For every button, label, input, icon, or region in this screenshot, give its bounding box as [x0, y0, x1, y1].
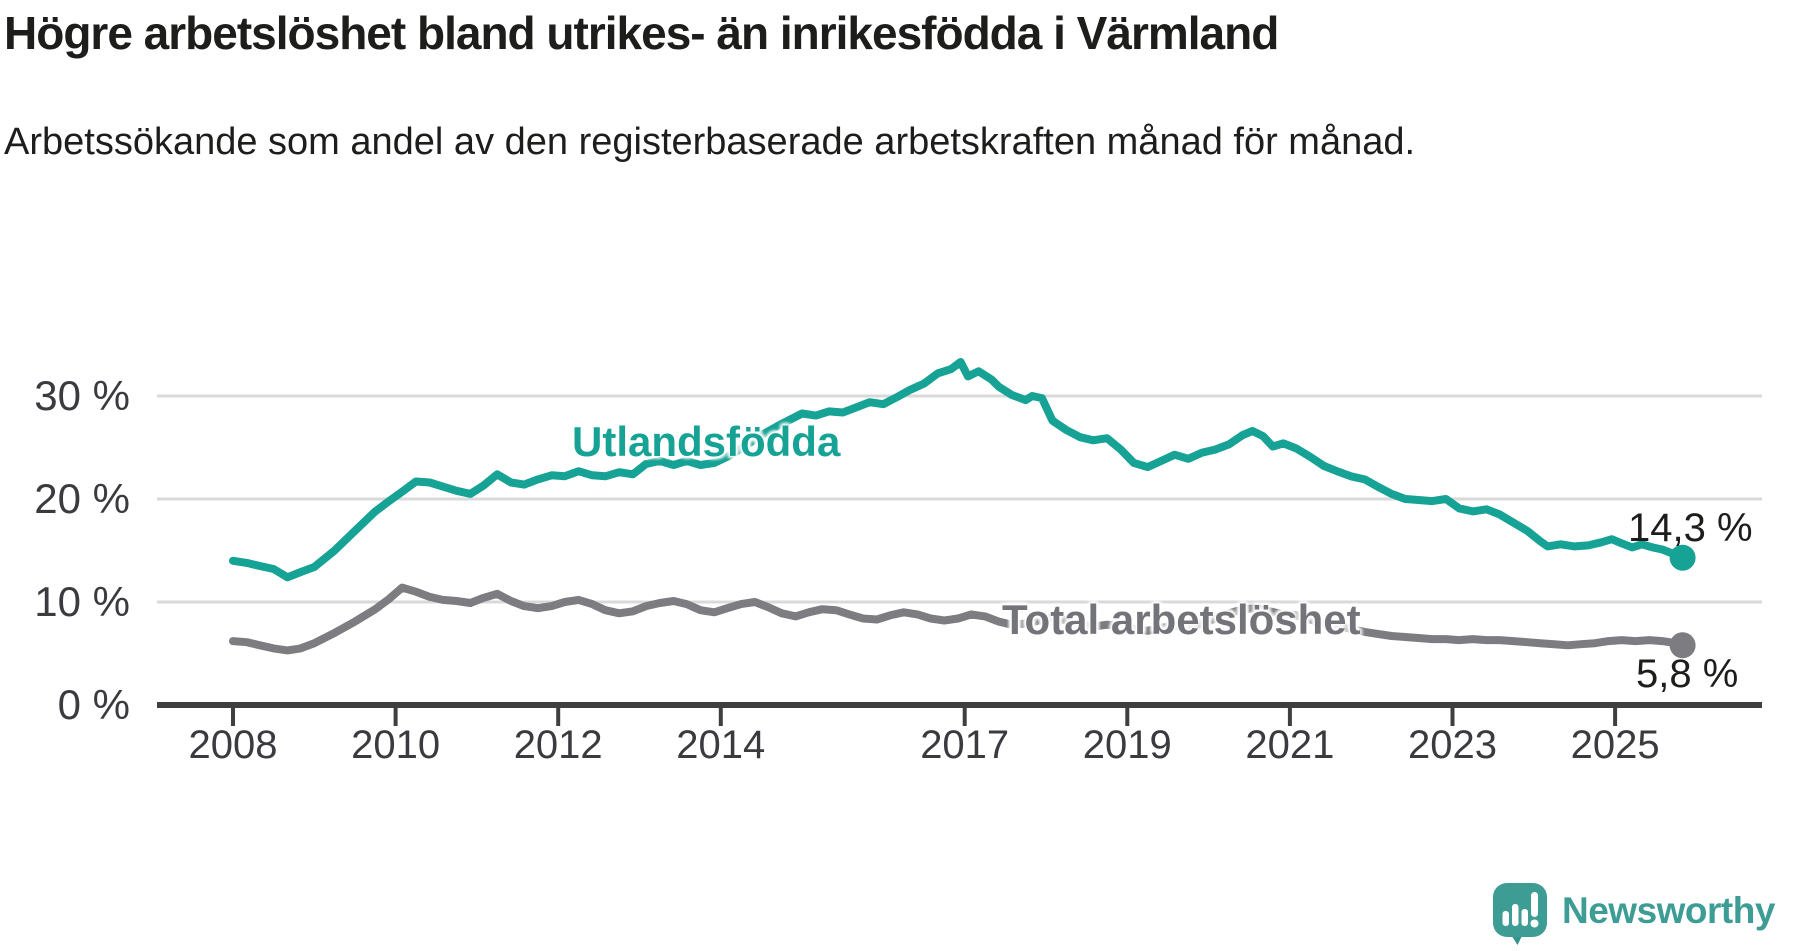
x-axis-tick-label: 2025 — [1570, 723, 1660, 767]
x-axis-tick-label: 2014 — [676, 723, 766, 767]
x-axis-tick-label: 2019 — [1082, 723, 1172, 767]
newsworthy-logo-icon — [1492, 882, 1548, 946]
newsworthy-brand-text: Newsworthy — [1562, 890, 1775, 931]
y-axis-tick-label: 10 % — [34, 578, 130, 625]
newsworthy-logo: Newsworthy — [1492, 882, 1792, 946]
end-value-label-utlandsfodda: 14,3 % — [1628, 506, 1753, 550]
series-label-utlandsfodda: Utlandsfödda — [572, 418, 841, 465]
end-value-label-total: 5,8 % — [1636, 652, 1739, 696]
page-title: Högre arbetslöshet bland utrikes- än inr… — [4, 7, 1279, 59]
x-axis-tick-label: 2017 — [920, 723, 1010, 767]
x-axis-tick-label: 2021 — [1245, 723, 1335, 767]
x-axis-tick-label: 2010 — [351, 723, 441, 767]
series-label-total-arbetsloshet: Total arbetslöshet — [1002, 596, 1361, 643]
chart-subtitle: Arbetssökande som andel av den registerb… — [4, 121, 1416, 163]
y-axis-tick-label: 0 % — [57, 681, 130, 728]
x-axis-tick-label: 2023 — [1408, 723, 1497, 767]
x-axis-tick-label: 2008 — [188, 723, 278, 767]
y-axis-tick-label: 20 % — [34, 475, 130, 522]
x-axis-tick-label: 2012 — [513, 723, 603, 767]
y-axis-tick-label: 30 % — [34, 372, 130, 419]
